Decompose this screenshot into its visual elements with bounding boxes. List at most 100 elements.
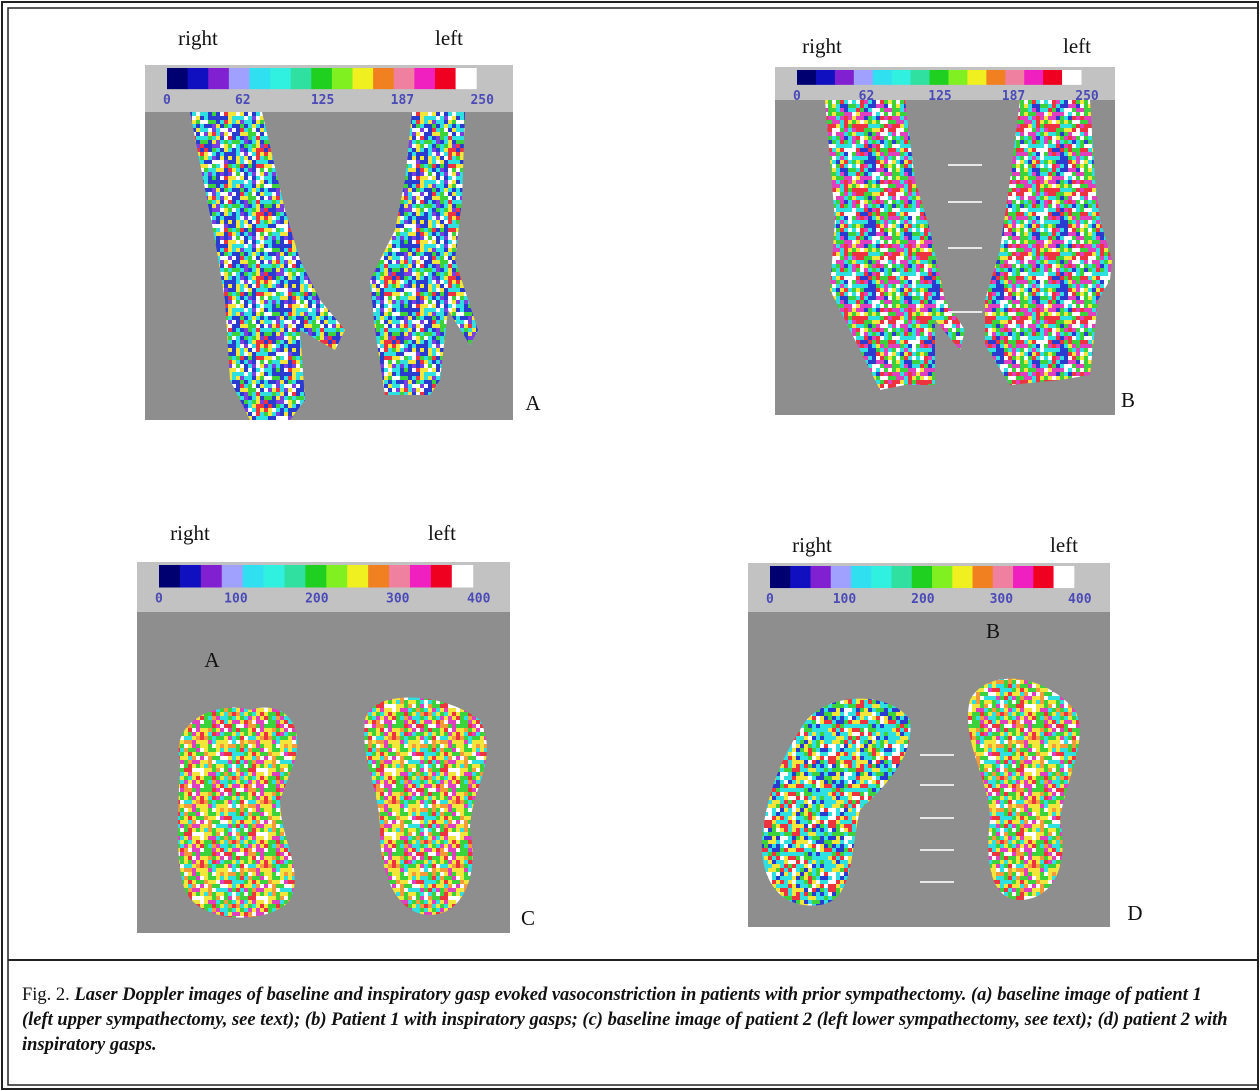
scale-swatch <box>948 70 967 85</box>
scale-tick-label: 100 <box>224 592 248 607</box>
scale-swatch <box>264 565 285 588</box>
side-label: left <box>428 521 456 545</box>
scale-tick-label: 125 <box>311 93 334 108</box>
scale-swatch <box>249 68 270 89</box>
scale-swatch <box>1013 566 1034 588</box>
scale-tick-label: 200 <box>305 592 329 607</box>
scale-tick-label: 0 <box>155 592 163 607</box>
side-label: left <box>1063 34 1091 58</box>
scale-swatch <box>311 68 332 89</box>
side-label: right <box>792 533 832 557</box>
scale-tick-label: 200 <box>911 592 935 607</box>
side-label: left <box>435 26 463 50</box>
scale-tick-label: 400 <box>467 592 491 607</box>
scale-swatch <box>431 565 452 588</box>
scale-swatch <box>851 566 872 588</box>
scale-swatch <box>456 68 477 89</box>
page: {"panels": [ {"left_label": "right", "ri… <box>0 0 1260 1091</box>
scale-swatch <box>952 566 973 588</box>
doppler-panel: 0 62 125 187 250 right left A <box>145 26 541 420</box>
side-label: right <box>802 34 842 58</box>
scale-swatch <box>892 70 911 85</box>
scale-swatch <box>291 68 312 89</box>
side-label: right <box>170 521 210 545</box>
scale-swatch <box>270 68 291 89</box>
scale-swatch <box>201 565 222 588</box>
scale-swatch <box>368 565 389 588</box>
scale-swatch <box>435 68 456 89</box>
scale-tick-label: 125 <box>928 89 951 104</box>
side-label: right <box>178 26 218 50</box>
scale-swatch <box>159 565 180 588</box>
scale-swatch <box>993 566 1014 588</box>
scale-swatch <box>222 565 243 588</box>
scale-tick-label: 400 <box>1068 592 1092 607</box>
scale-swatch <box>414 68 435 89</box>
caption: Fig. 2. Laser Doppler images of baseline… <box>22 983 1237 1058</box>
scale-swatch <box>243 565 264 588</box>
scale-swatch <box>1054 566 1075 588</box>
scale-swatch <box>373 68 394 89</box>
panel-letter: C <box>521 906 535 930</box>
scale-tick-label: 300 <box>990 592 1014 607</box>
scale-swatch <box>284 565 305 588</box>
scale-swatch <box>797 70 816 85</box>
scale-swatch <box>353 68 374 89</box>
tissue-region <box>178 707 297 917</box>
scale-swatch <box>871 566 892 588</box>
scale-swatch <box>188 68 209 89</box>
scale-swatch <box>811 566 832 588</box>
side-label: left <box>1050 533 1078 557</box>
scale-swatch <box>854 70 873 85</box>
scale-tick-label: 62 <box>235 93 251 108</box>
scale-swatch <box>930 70 949 85</box>
scale-swatch <box>332 68 353 89</box>
scale-swatch <box>394 68 415 89</box>
scale-swatch <box>831 566 852 588</box>
scale-swatch <box>816 70 835 85</box>
inner-label: A <box>204 648 220 672</box>
panel-letter: D <box>1127 901 1142 925</box>
scale-swatch <box>410 565 431 588</box>
scale-swatch <box>932 566 953 588</box>
scale-swatch <box>892 566 913 588</box>
scale-swatch <box>305 565 326 588</box>
scale-tick-label: 187 <box>391 93 414 108</box>
panel-image: 0 100 200 300 400 <box>137 562 510 933</box>
scale-tick-label: 0 <box>793 89 801 104</box>
scale-swatch <box>326 565 347 588</box>
scale-swatch <box>912 566 933 588</box>
scale-swatch <box>167 68 188 89</box>
scale-swatch <box>229 68 250 89</box>
panel-image: 0 62 125 187 250 <box>145 65 513 420</box>
scale-swatch <box>1005 70 1024 85</box>
scale-swatch <box>911 70 930 85</box>
scale-swatch <box>180 565 201 588</box>
figure: 062125187250rightleftA062125187250rightl… <box>0 0 1260 1091</box>
scale-swatch <box>389 565 410 588</box>
scale-swatch <box>347 565 368 588</box>
scale-swatch <box>770 566 791 588</box>
scale-tick-label: 300 <box>386 592 410 607</box>
scale-tick-label: 250 <box>470 93 494 108</box>
scale-swatch <box>835 70 854 85</box>
scale-swatch <box>208 68 229 89</box>
inner-label: B <box>986 619 1000 643</box>
caption-prefix: Fig. 2. <box>22 985 70 1005</box>
doppler-panel: 0 100 200 300 400 right left C A <box>137 521 535 933</box>
scale-tick-label: 0 <box>163 93 171 108</box>
scale-swatch <box>452 565 473 588</box>
scale-swatch <box>1043 70 1062 85</box>
scale-swatch <box>1024 70 1043 85</box>
scale-swatch <box>1033 566 1054 588</box>
scale-swatch <box>790 566 811 588</box>
caption-text: Laser Doppler images of baseline and ins… <box>22 985 1228 1055</box>
panel-letter: A <box>525 391 541 415</box>
scale-swatch <box>973 566 994 588</box>
scale-tick-label: 0 <box>766 592 774 607</box>
panel-letter: B <box>1121 388 1135 412</box>
scale-swatch <box>1062 70 1081 85</box>
